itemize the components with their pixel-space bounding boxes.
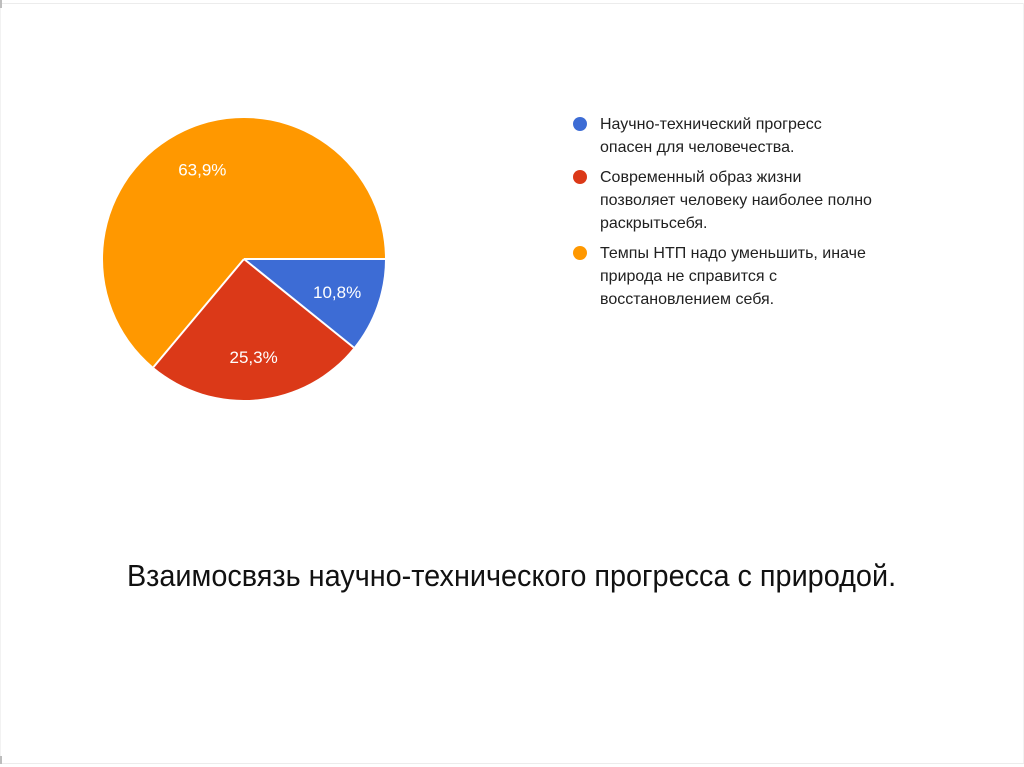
chart-legend: Научно-технический прогресс опасен для ч… (573, 113, 925, 318)
legend-label: Научно-технический прогресс опасен для ч… (600, 116, 822, 156)
legend-label: Современный образ жизни позволяет челове… (600, 169, 872, 232)
slide-edge-left (0, 3, 1, 763)
legend-item-1: Научно-технический прогресс опасен для ч… (573, 113, 925, 159)
legend-dot-icon (573, 246, 587, 260)
legend-item-2: Современный образ жизни позволяет челове… (573, 166, 925, 235)
legend-label: Темпы НТП надо уменьшить, иначе природа … (600, 245, 866, 308)
pie-slice-label: 10,8% (313, 283, 361, 302)
legend-dot-icon (573, 170, 587, 184)
pie-slice-3 (103, 118, 386, 368)
slice-separator (152, 258, 245, 368)
slide-edge-top (0, 3, 1024, 4)
slice-separator (243, 258, 355, 349)
pie-slice-1 (244, 259, 385, 348)
legend-dot-icon (573, 117, 587, 131)
legend-item-3: Темпы НТП надо уменьшить, иначе природа … (573, 242, 925, 311)
corner-speck-bottom-left (0, 756, 2, 764)
corner-speck-top-left (0, 0, 2, 8)
pie-slice-label: 25,3% (229, 348, 277, 367)
chart-title-text: Взаимосвязь научно-технического прогресс… (127, 558, 897, 593)
slide-edge-bottom (0, 763, 1024, 764)
pie-slice-label: 63,9% (178, 161, 226, 180)
chart-title: Взаимосвязь научно-технического прогресс… (0, 560, 1024, 591)
pie-slice-2 (153, 259, 354, 401)
pie-chart: 10,8% 25,3% 63,9% (103, 118, 386, 401)
